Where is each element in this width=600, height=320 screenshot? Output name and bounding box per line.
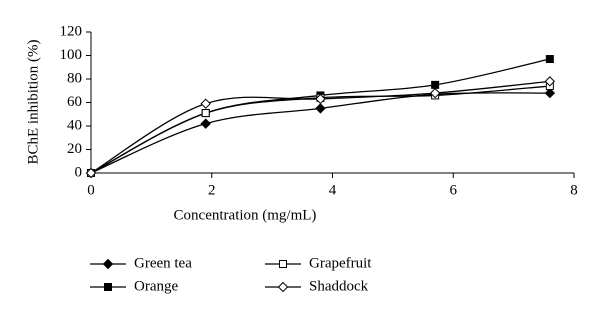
data-point <box>545 55 554 64</box>
legend-label: Orange <box>134 278 178 294</box>
y-tick-label: 40 <box>67 117 82 133</box>
data-point <box>200 98 211 109</box>
series-line <box>90 58 550 174</box>
data-point <box>544 87 556 99</box>
y-tick-label: 80 <box>67 70 82 86</box>
y-tick-label: 0 <box>75 164 83 180</box>
data-point <box>315 103 326 114</box>
x-axis-label: Concentration (mg/mL) <box>174 207 317 223</box>
y-axis-label: BChE inhibition (%) <box>25 40 41 165</box>
legend-marker <box>104 283 112 291</box>
data-point <box>201 109 210 118</box>
data-point <box>200 118 211 129</box>
legend-label: Shaddock <box>309 278 369 294</box>
y-tick-label: 20 <box>67 141 82 157</box>
legend-marker <box>277 281 289 293</box>
data-point <box>544 76 556 87</box>
x-tick-label: 0 <box>87 182 95 198</box>
y-tick-label: 120 <box>60 23 83 39</box>
x-tick-label: 8 <box>570 182 578 198</box>
y-tick-label: 100 <box>60 47 83 63</box>
x-tick-label: 2 <box>208 182 216 198</box>
x-tick-label: 6 <box>450 182 458 198</box>
legend-label: Grapefruit <box>309 255 372 271</box>
data-point <box>85 167 97 179</box>
legend-marker <box>279 260 287 268</box>
y-tick-label: 60 <box>67 94 82 110</box>
data-point <box>315 93 326 105</box>
data-point <box>431 80 440 89</box>
x-tick-label: 4 <box>329 182 337 198</box>
legend-marker <box>102 258 114 270</box>
legend-label: Green tea <box>134 255 192 271</box>
data-point <box>429 87 441 99</box>
